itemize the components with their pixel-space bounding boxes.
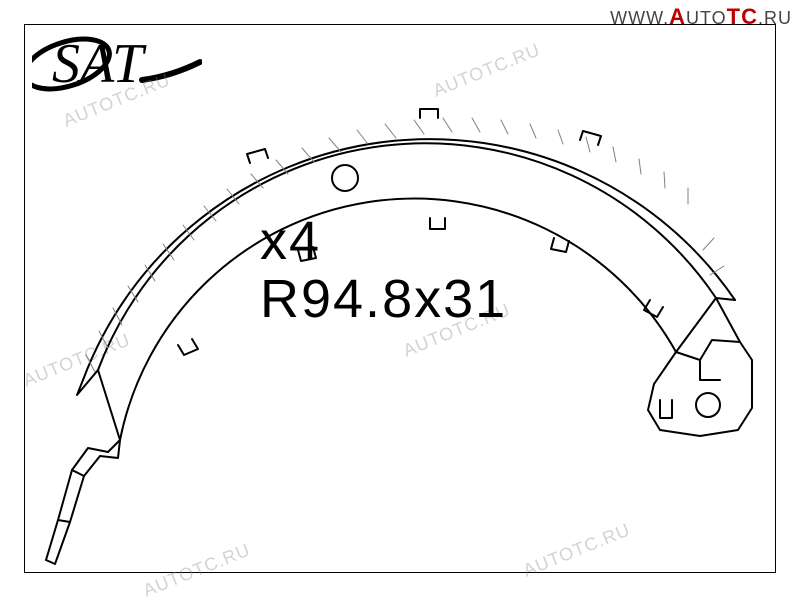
lining-outer-arc	[83, 139, 735, 380]
brake-shoe-drawing	[0, 0, 800, 599]
web-notches	[178, 218, 663, 355]
web-inner-arc	[120, 199, 676, 440]
left-end-hook	[46, 370, 120, 564]
lining-tabs	[247, 109, 601, 163]
left-web-tie	[98, 370, 120, 440]
lining-hatch	[86, 118, 724, 372]
pivot-hole	[332, 165, 358, 191]
lining-inner-arc	[98, 143, 716, 370]
